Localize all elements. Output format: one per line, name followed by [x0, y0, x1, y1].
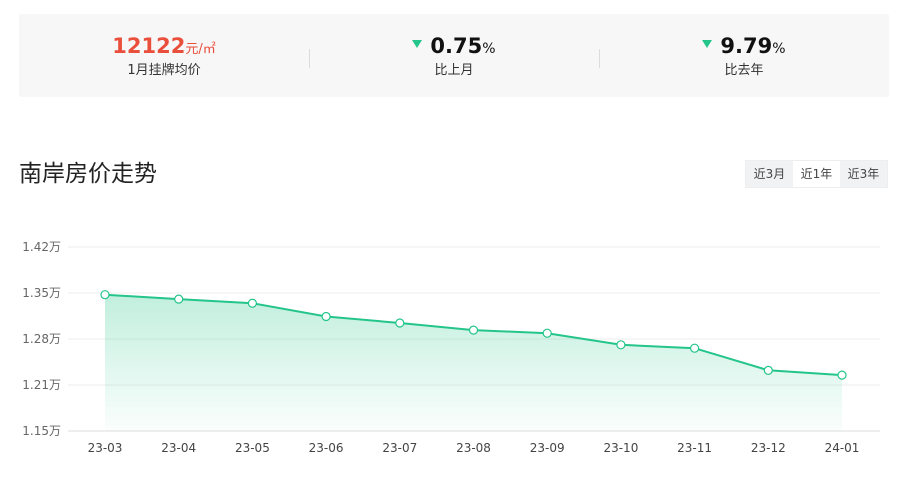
summary-panel: 12122元/㎡ 1月挂牌均价 0.75% 比上月 9.79% 比去年: [19, 14, 889, 97]
mom-caption: 比上月: [434, 63, 474, 78]
mom-unit: %: [482, 41, 496, 57]
yoy-value: 9.79%: [599, 33, 889, 62]
data-point[interactable]: [321, 311, 331, 322]
avg-price-value: 12122元/㎡: [19, 33, 309, 63]
data-point[interactable]: [616, 340, 626, 350]
x-tick-label: 24-01: [825, 441, 860, 455]
data-point[interactable]: [100, 290, 110, 300]
avg-price-unit: 元/㎡: [185, 42, 216, 57]
x-tick-label: 23-06: [309, 441, 344, 455]
yoy-unit: %: [772, 41, 786, 57]
data-point[interactable]: [395, 318, 405, 328]
x-tick-label: 23-09: [530, 441, 565, 455]
y-tick-label: 1.42万: [22, 240, 61, 254]
y-tick-label: 1.15万: [22, 424, 61, 438]
down-arrow-icon: [412, 40, 423, 48]
mom-number: 0.75: [430, 34, 483, 58]
x-tick-label: 23-03: [88, 441, 123, 455]
x-tick-label: 23-05: [235, 441, 270, 455]
yoy-stat: 9.79% 比去年: [599, 14, 889, 97]
mom-stat: 0.75% 比上月: [309, 14, 599, 97]
data-point[interactable]: [689, 343, 700, 353]
data-point[interactable]: [837, 370, 847, 380]
avg-price-number: 12122: [112, 34, 186, 58]
x-tick-label: 23-04: [161, 441, 196, 455]
y-tick-label: 1.28万: [22, 332, 61, 346]
avg-price-stat: 12122元/㎡ 1月挂牌均价: [19, 14, 309, 97]
range-tabs: 近3月 近1年 近3年: [745, 160, 888, 188]
tab-3-years[interactable]: 近3年: [847, 167, 880, 181]
section-title: 南岸房价走势: [19, 161, 157, 187]
tab-3-months[interactable]: 近3月: [753, 167, 786, 181]
x-tick-label: 23-12: [751, 441, 786, 455]
divider: [309, 49, 310, 68]
avg-price-caption: 1月挂牌均价: [127, 63, 201, 78]
data-point[interactable]: [763, 365, 773, 375]
data-point[interactable]: [247, 298, 257, 308]
data-point[interactable]: [468, 325, 479, 335]
tab-1-year[interactable]: 近1年: [793, 161, 840, 187]
mom-value: 0.75%: [309, 33, 599, 62]
y-tick-label: 1.21万: [22, 378, 61, 392]
yoy-number: 9.79: [720, 34, 773, 58]
yoy-caption: 比去年: [724, 63, 764, 78]
y-tick-label: 1.35万: [22, 286, 61, 300]
divider: [599, 49, 600, 68]
data-point[interactable]: [174, 294, 184, 304]
x-tick-label: 23-10: [603, 441, 638, 455]
x-tick-label: 23-11: [677, 441, 712, 455]
price-area: [105, 294, 842, 431]
down-arrow-icon: [702, 40, 713, 48]
data-point[interactable]: [542, 328, 552, 338]
x-tick-label: 23-08: [456, 441, 491, 455]
x-tick-label: 23-07: [382, 441, 417, 455]
